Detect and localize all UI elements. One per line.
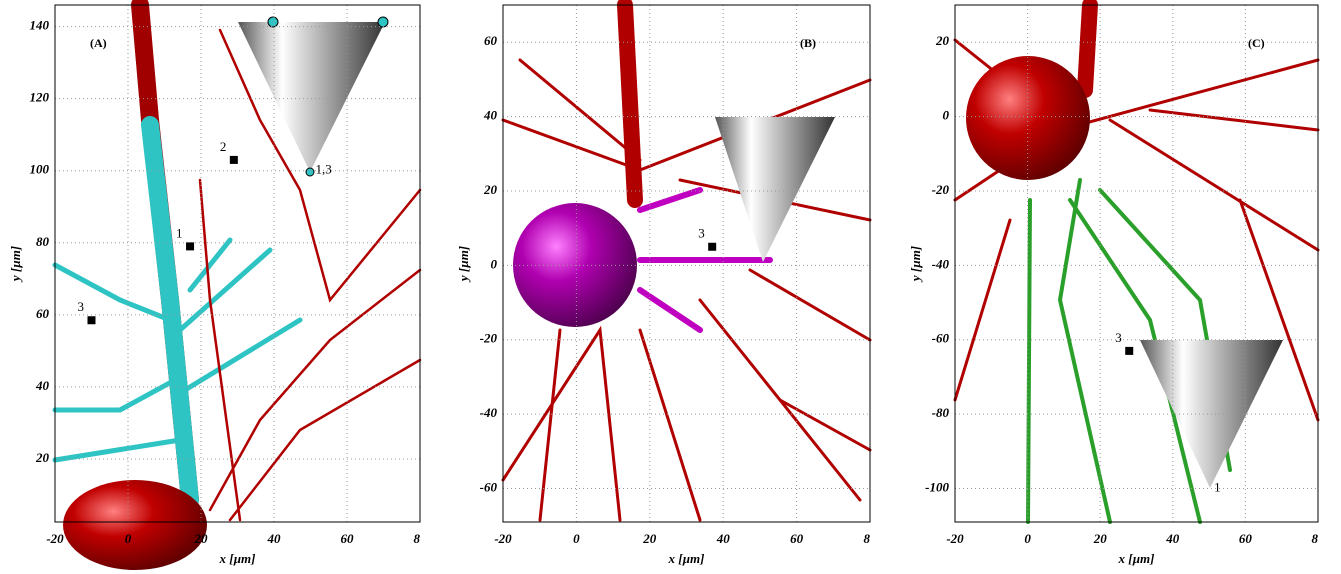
electrode-point xyxy=(87,316,96,325)
y-tick-label: -60 xyxy=(480,480,498,495)
y-tick-label: -20 xyxy=(932,182,950,197)
y-tick-label: 40 xyxy=(483,108,498,123)
electrode-point xyxy=(186,242,195,251)
x-tick-label: 0 xyxy=(125,531,132,546)
y-axis-label: y [µm] xyxy=(8,246,23,283)
plot-frame xyxy=(502,4,871,523)
electrode-point xyxy=(1125,346,1134,355)
x-axis-label: x [µm] xyxy=(218,551,255,566)
y-tick-label: 80 xyxy=(36,234,50,249)
x-tick-label: 20 xyxy=(194,531,209,546)
y-tick-label: -40 xyxy=(480,405,498,420)
axes-group: -20 0 20 40 60 80 xyxy=(494,531,878,546)
x-tick-label: -20 xyxy=(46,531,64,546)
annotation: 1,3 xyxy=(316,162,332,177)
y-axis-label: y [µm] xyxy=(908,246,923,283)
point-label: 3 xyxy=(698,226,705,241)
y-tick-label: 60 xyxy=(36,306,50,321)
x-tick-label: 0 xyxy=(1024,531,1031,546)
y-tick-label: 20 xyxy=(483,182,498,197)
plot-frame xyxy=(954,4,1319,523)
x-tick-label: 20 xyxy=(1093,531,1108,546)
y-tick-label: 20 xyxy=(35,450,50,465)
neuron-b xyxy=(501,0,872,522)
x-axis-label: x [µm] xyxy=(1117,551,1154,566)
y-tick-label: 0 xyxy=(491,256,498,271)
y-tick-label: -80 xyxy=(932,405,950,420)
x-tick-label: 40 xyxy=(1165,531,1180,546)
point-label: 3 xyxy=(1115,330,1122,345)
electrode-point xyxy=(708,242,717,251)
y-tick-label: -60 xyxy=(932,331,950,346)
axes-group: -20 0 20 40 60 80 xyxy=(946,531,1326,546)
y-tick-label: -40 xyxy=(932,256,950,271)
annotation: 1 xyxy=(1214,480,1221,495)
point-label: 1 xyxy=(176,225,183,240)
x-tick-label: 60 xyxy=(1239,531,1253,546)
y-tick-label: 40 xyxy=(35,378,50,393)
x-tick-label: 20 xyxy=(642,531,657,546)
panel-title: (B) xyxy=(800,36,816,50)
x-tick-label: 40 xyxy=(716,531,731,546)
electrode-point xyxy=(229,155,238,164)
y-tick-label: 120 xyxy=(30,90,50,105)
point-label: 3 xyxy=(78,299,85,314)
neuron-c xyxy=(953,0,1320,524)
neuron-a xyxy=(52,0,422,570)
y-axis-label: y [µm] xyxy=(456,246,471,283)
x-tick-label: 0 xyxy=(573,531,580,546)
plot-frame xyxy=(54,4,421,523)
x-tick-label: 80 xyxy=(864,531,878,546)
panel-title: (A) xyxy=(90,36,107,50)
point-label: 2 xyxy=(220,139,227,154)
y-tick-label: 20 xyxy=(935,33,950,48)
y-tick-label: 100 xyxy=(30,162,50,177)
x-tick-label: -20 xyxy=(494,531,512,546)
x-tick-label: 60 xyxy=(341,531,355,546)
y-tick-label: -20 xyxy=(480,331,498,346)
x-axis-label: x [µm] xyxy=(667,551,704,566)
y-tick-label: 60 xyxy=(484,33,498,48)
y-tick-label: 0 xyxy=(943,108,950,123)
x-tick-label: -20 xyxy=(946,531,964,546)
x-tick-label: 80 xyxy=(1312,531,1326,546)
x-tick-label: 40 xyxy=(267,531,282,546)
y-tick-label: 140 xyxy=(30,18,50,33)
panel-title: (C) xyxy=(1248,36,1265,50)
x-tick-label: 80 xyxy=(414,531,428,546)
y-tick-label: -100 xyxy=(925,480,949,495)
axes-group: -20 0 20 40 60 80 xyxy=(46,531,428,546)
x-tick-label: 60 xyxy=(790,531,804,546)
